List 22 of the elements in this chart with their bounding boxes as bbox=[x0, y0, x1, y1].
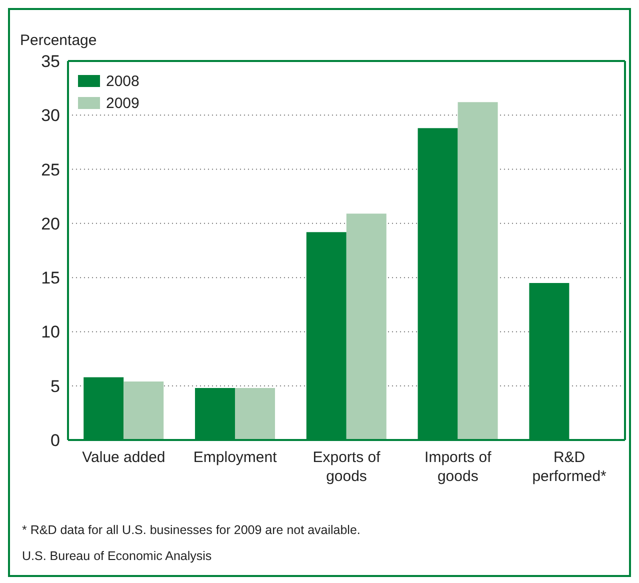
y-tick-label: 0 bbox=[50, 431, 60, 450]
legend-label: 2008 bbox=[106, 72, 140, 90]
x-tick-label: Value added bbox=[82, 449, 166, 466]
legend-label: 2009 bbox=[106, 94, 140, 112]
bar bbox=[124, 382, 164, 440]
x-tick-label: Imports of goods bbox=[424, 449, 492, 485]
y-tick-label: 35 bbox=[41, 52, 60, 72]
bar bbox=[346, 214, 386, 440]
text: * R&D data for all U.S. businesses for 2009 are not available. bbox=[22, 523, 360, 537]
y-tick-label: 20 bbox=[41, 214, 60, 234]
y-tick-label: 30 bbox=[41, 106, 60, 126]
bar bbox=[458, 102, 498, 440]
text: U.S. Bureau of Economic Analysis bbox=[22, 549, 212, 563]
y-axis-title: Percentage bbox=[20, 32, 97, 49]
y-tick-label: 25 bbox=[41, 160, 60, 180]
x-tick-label: Employment bbox=[193, 449, 278, 466]
bar bbox=[234, 388, 275, 440]
x-tick-label: Exports of goods bbox=[312, 449, 382, 485]
y-tick-label: 5 bbox=[50, 376, 60, 396]
y-tick-label: 15 bbox=[41, 268, 60, 288]
x-tick-label: R&D performed* bbox=[532, 449, 607, 485]
y-tick-label: 10 bbox=[41, 322, 60, 342]
